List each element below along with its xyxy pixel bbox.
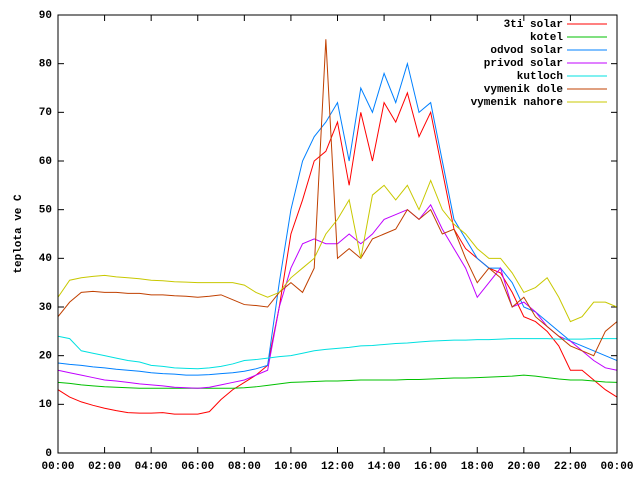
x-tick-label: 22:00 [554, 461, 587, 473]
x-tick-label: 12:00 [321, 461, 354, 473]
legend-label: odvod solar [490, 45, 563, 57]
series-line [57, 91, 618, 415]
plot-border [57, 14, 618, 454]
x-tick-label: 00:00 [600, 461, 633, 473]
y-tick-label: 90 [39, 10, 52, 22]
x-tick-label: 00:00 [41, 461, 74, 473]
y-axis-label: teplota ve C [13, 194, 25, 274]
y-tick-label: 60 [39, 156, 52, 168]
x-tick-label: 20:00 [507, 461, 540, 473]
legend-label: 3ti solar [504, 19, 563, 31]
x-tick-label: 08:00 [228, 461, 261, 473]
x-tick-label: 10:00 [274, 461, 307, 473]
series-line [57, 179, 618, 323]
y-tick-label: 40 [39, 253, 52, 265]
series-line [57, 39, 618, 357]
y-tick-label: 20 [39, 351, 52, 363]
y-tick-label: 70 [39, 107, 52, 119]
x-tick-label: 18:00 [461, 461, 494, 473]
y-tick-label: 0 [45, 448, 52, 460]
legend-label: vymenik nahore [471, 97, 564, 109]
legend-label: vymenik dole [484, 84, 564, 96]
x-tick-label: 04:00 [135, 461, 168, 473]
x-tick-label: 02:00 [88, 461, 121, 473]
legend-label: privod solar [484, 58, 563, 70]
y-tick-label: 80 [39, 59, 52, 71]
x-tick-label: 16:00 [414, 461, 447, 473]
legend-label: kutloch [517, 71, 563, 83]
y-tick-label: 30 [39, 302, 52, 314]
series-line [57, 335, 617, 370]
series-line [57, 203, 618, 389]
series-line [57, 374, 618, 389]
legend-label: kotel [530, 32, 563, 44]
x-tick-label: 06:00 [181, 461, 214, 473]
x-tick-label: 14:00 [368, 461, 401, 473]
series-line [57, 61, 618, 376]
y-tick-label: 10 [39, 399, 52, 411]
y-tick-label: 50 [39, 205, 52, 217]
